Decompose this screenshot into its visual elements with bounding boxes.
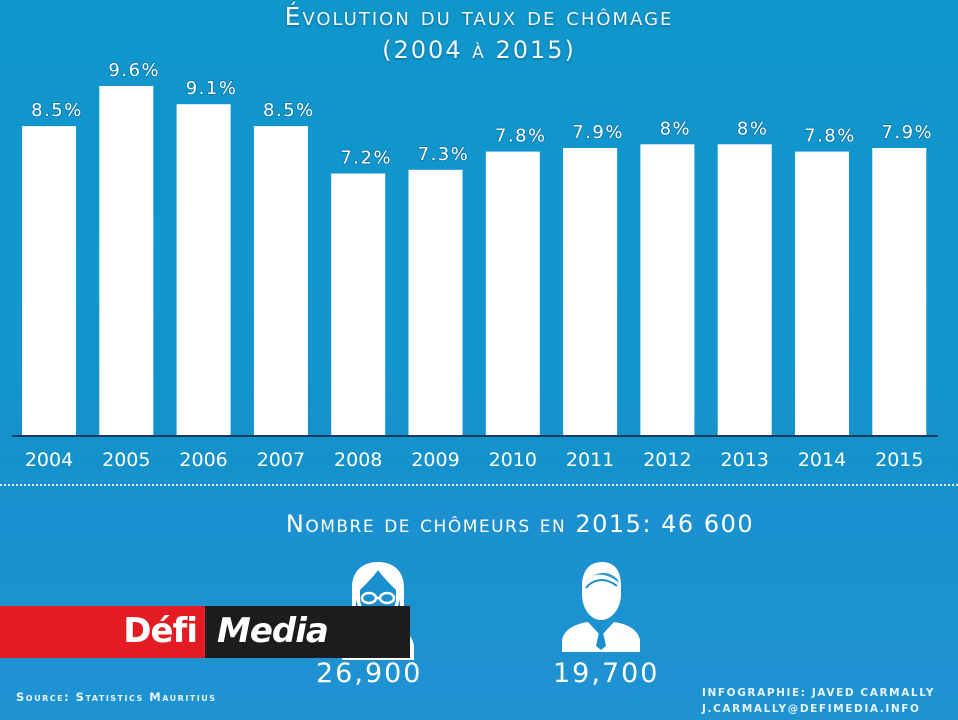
author-name: INFOGRAPHIE: JAVED CARMALLY xyxy=(702,687,936,699)
value-label-2005: 9.6% xyxy=(108,60,160,81)
value-label-2008: 7.2% xyxy=(340,148,392,169)
section-divider xyxy=(0,484,958,486)
bar-2005 xyxy=(99,86,154,436)
x-tick-label-2011: 2011 xyxy=(566,449,614,471)
defi-media-logo[interactable]: Défi Media xyxy=(0,606,410,658)
bar-2007 xyxy=(253,126,308,436)
bar-2004 xyxy=(22,126,76,436)
author-email[interactable]: J.CARMALLY@DEFIMEDIA.INFO xyxy=(702,703,921,715)
bar-2008 xyxy=(331,173,386,436)
bar-2015 xyxy=(872,148,927,436)
logo-text-defi: Défi xyxy=(123,611,198,651)
source-credit: Source: Statistics Mauritius xyxy=(16,690,217,704)
chart-title: Évolution du taux de chômage xyxy=(284,2,674,31)
x-tick-label-2006: 2006 xyxy=(179,449,227,471)
value-label-2013: 8% xyxy=(737,118,769,139)
value-label-2012: 8% xyxy=(660,118,692,139)
chart-subtitle-years: (2004 à 2015) xyxy=(382,36,576,64)
x-tick-label-2014: 2014 xyxy=(798,449,846,471)
value-label-2010: 7.8% xyxy=(495,126,547,147)
x-tick-label-2013: 2013 xyxy=(721,449,769,471)
author-credit: INFOGRAPHIE: JAVED CARMALLY J.CARMALLY@D… xyxy=(702,685,935,717)
x-tick-label-2004: 2004 xyxy=(25,449,73,471)
x-tick-label-2010: 2010 xyxy=(489,449,537,471)
value-label-2011: 7.9% xyxy=(572,122,624,143)
value-label-2009: 7.3% xyxy=(418,144,470,165)
logo-black-block: Media xyxy=(205,606,410,658)
women-unemployed-count: 26,900 xyxy=(316,658,423,689)
bar-2010 xyxy=(485,151,540,436)
logo-red-block: Défi xyxy=(0,606,205,658)
logo-text-media: Media xyxy=(217,611,329,651)
x-tick-label-2009: 2009 xyxy=(411,449,459,471)
value-label-2006: 9.1% xyxy=(186,78,238,99)
bar-2013 xyxy=(717,144,772,437)
value-label-2004: 8.5% xyxy=(31,100,83,121)
summary-background xyxy=(0,480,958,720)
value-label-2007: 8.5% xyxy=(263,100,315,121)
bar-2014 xyxy=(795,151,849,436)
bar-2012 xyxy=(640,144,695,437)
value-label-2015: 7.9% xyxy=(881,122,933,143)
bar-2011 xyxy=(563,148,618,436)
x-tick-label-2012: 2012 xyxy=(643,449,691,471)
bar-chart: 8.5% 9.6% 9.1% 8.5% 7.2% 7.3% 7.8% 7.9% 8% 8% 7.8%… xyxy=(12,59,938,471)
unemployed-total-heading: Nombre de chômeurs en 2015: 46 600 xyxy=(285,510,755,538)
value-label-2014: 7.8% xyxy=(804,126,856,147)
x-tick-label-2015: 2015 xyxy=(875,449,923,471)
man-user-icon xyxy=(562,562,640,652)
bar-2006 xyxy=(176,104,231,436)
x-tick-label-2008: 2008 xyxy=(334,449,382,471)
x-tick-label-2005: 2005 xyxy=(102,449,150,471)
bar-2009 xyxy=(408,169,463,437)
men-unemployed-count: 19,700 xyxy=(553,658,660,689)
x-tick-label-2007: 2007 xyxy=(257,449,305,471)
